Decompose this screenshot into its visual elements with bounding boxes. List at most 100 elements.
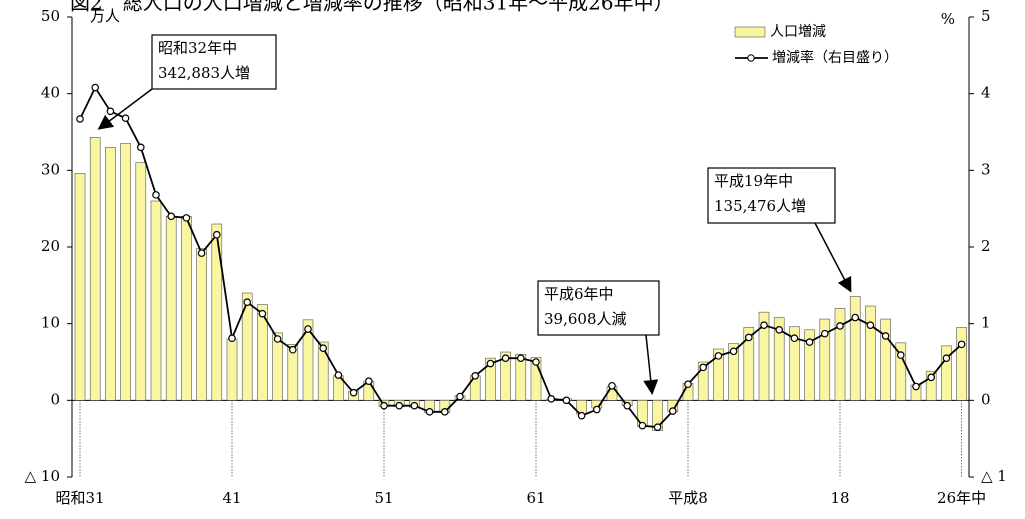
rate-marker [775, 325, 784, 334]
rate-marker [349, 388, 358, 397]
y-tick-label: 30 [41, 160, 60, 178]
rate-marker [532, 358, 540, 366]
bar [211, 223, 223, 401]
rate-marker [364, 377, 373, 385]
annotation-text: 39,608人減 [544, 310, 627, 328]
rate-marker [820, 329, 829, 338]
rate-marker [684, 380, 692, 389]
bar [500, 351, 511, 401]
bar [485, 357, 496, 401]
bar [120, 143, 131, 401]
y2-tick-label: △ 1 [981, 467, 1007, 485]
y-tick-label: 40 [41, 84, 60, 102]
rate-marker [288, 345, 297, 354]
y-tick-label: 20 [41, 237, 60, 255]
rate-marker [319, 344, 328, 353]
bar [241, 292, 253, 401]
bar [819, 318, 831, 401]
bar [713, 348, 724, 401]
x-tick-label: 41 [222, 489, 241, 507]
rate-marker [243, 298, 252, 307]
rate-marker [425, 408, 434, 416]
rate-marker [410, 401, 419, 410]
y-tick-label: 0 [50, 390, 60, 408]
rate-marker [76, 115, 84, 123]
bar [287, 344, 299, 401]
x-tick-label: 61 [526, 489, 545, 507]
rate-marker [167, 212, 176, 221]
x-tick-label: 18 [830, 489, 849, 507]
y2-axis-unit: % [941, 10, 955, 28]
rate-marker [699, 363, 708, 372]
bar [317, 341, 329, 401]
rate-marker [881, 332, 890, 340]
bar [226, 338, 238, 401]
bar [257, 304, 268, 401]
bar [834, 308, 846, 401]
rate-marker [714, 352, 723, 360]
rate-marker [760, 321, 768, 330]
bar [196, 248, 207, 401]
rate-marker [729, 347, 738, 356]
bar [941, 345, 952, 401]
rate-marker [577, 411, 586, 420]
rate-marker [836, 322, 844, 330]
bar [804, 329, 815, 401]
rate-marker [486, 359, 495, 368]
rate-marker [213, 230, 221, 239]
rate-marker [106, 107, 115, 116]
rate-marker [790, 334, 799, 343]
bar [135, 162, 147, 401]
rate-marker [653, 423, 662, 431]
annotation-box [151, 34, 277, 90]
bar [89, 137, 101, 401]
bar [728, 343, 739, 401]
bar [150, 200, 162, 401]
legend-label: 人口増減 [770, 23, 826, 40]
annotation-text: 昭和32年中 [158, 39, 237, 57]
rate-marker [304, 325, 312, 333]
bar [880, 318, 891, 401]
annotation-box [707, 167, 836, 224]
x-tick-label: 昭和31 [55, 489, 104, 507]
rate-marker [744, 333, 753, 342]
bar [849, 296, 861, 401]
rate-marker [866, 321, 875, 330]
annotation-box [537, 280, 660, 336]
rate-marker [592, 405, 601, 414]
rate-marker [182, 214, 191, 222]
y2-tick-label: 1 [981, 314, 991, 332]
rate-marker [957, 340, 966, 349]
rate-marker [137, 143, 145, 152]
rate-marker [395, 401, 404, 410]
bar [165, 216, 177, 401]
rate-marker [197, 249, 206, 257]
rate-marker [273, 335, 282, 343]
annotation-arrow [643, 334, 659, 395]
rate-marker [456, 392, 464, 401]
bar [865, 305, 876, 401]
annotation-text: 平成19年中 [714, 172, 793, 190]
legend-swatch [734, 26, 766, 38]
rate-marker [334, 371, 343, 379]
rate-marker [121, 114, 130, 123]
bar [895, 342, 907, 401]
bar [925, 370, 937, 401]
y2-tick-label: 5 [981, 7, 991, 25]
chart-title: 図2 総人口の人口増減と増減率の推移（昭和31年～平成26年中） [70, 0, 674, 15]
y-tick-label: 10 [41, 314, 60, 332]
y2-tick-label: 3 [981, 160, 991, 178]
rate-marker [258, 309, 267, 318]
rate-marker [440, 408, 449, 416]
legend-label: 増減率（右目盛り） [772, 49, 898, 66]
rate-marker [91, 83, 100, 92]
annotation-text: 135,476人増 [714, 197, 806, 215]
bar [272, 332, 283, 401]
rate-marker [562, 396, 571, 405]
x-tick-label: 26年中 [937, 489, 986, 507]
x-tick-label: 平成8 [668, 489, 708, 507]
y2-tick-label: 0 [981, 390, 991, 408]
rate-marker [896, 351, 905, 359]
rate-marker [668, 407, 677, 415]
rate-marker [805, 338, 814, 346]
